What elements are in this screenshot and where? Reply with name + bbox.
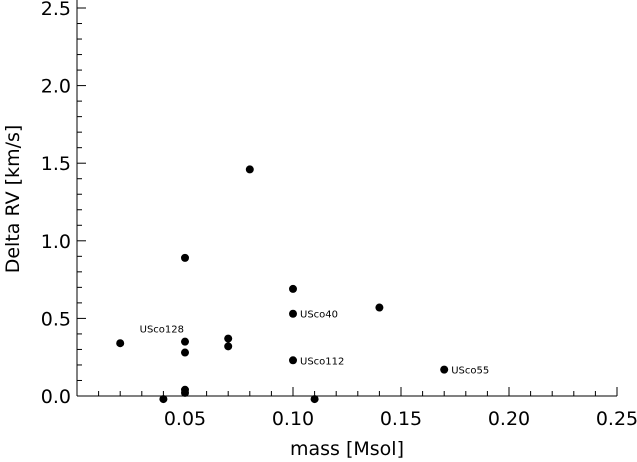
x-tick-label: 0.25 — [596, 408, 637, 430]
y-tick-label: 0.5 — [41, 308, 71, 330]
y-tick-label: 1.0 — [41, 231, 71, 253]
point-label: USco128 — [140, 325, 184, 336]
data-point — [181, 337, 189, 346]
y-axis-title: Delta RV [km/s] — [2, 125, 24, 274]
axes-frame — [76, 0, 617, 397]
data-point — [224, 342, 233, 351]
y-tick-label: 2.5 — [41, 0, 71, 20]
point-labels: USco128 USco40 USco112 USco55 — [140, 310, 490, 377]
data-point — [181, 253, 189, 262]
x-ticks: 0.05 0.10 0.15 0.20 0.25 — [98, 387, 637, 430]
data-point — [181, 388, 189, 397]
data-point — [224, 334, 233, 343]
data-point — [289, 309, 297, 318]
x-axis-title: mass [Msol] — [290, 438, 404, 460]
data-point — [181, 348, 189, 357]
y-ticks: 0.0 0.5 1.0 1.5 2.0 2.5 — [41, 0, 86, 408]
x-tick-label: 0.05 — [164, 408, 206, 430]
x-tick-label: 0.15 — [380, 408, 422, 430]
data-point — [289, 284, 297, 293]
x-tick-label: 0.20 — [488, 408, 530, 430]
point-label: USco40 — [300, 310, 338, 321]
data-point — [310, 395, 319, 404]
data-point — [289, 356, 297, 365]
data-point — [159, 395, 168, 404]
y-tick-label: 1.5 — [41, 153, 71, 175]
data-point — [440, 365, 449, 374]
point-label: USco112 — [300, 356, 344, 367]
x-tick-label: 0.10 — [272, 408, 314, 430]
point-label: USco55 — [451, 366, 489, 377]
y-tick-label: 2.0 — [41, 76, 71, 98]
y-tick-label: 0.0 — [41, 386, 71, 408]
data-point — [375, 303, 384, 312]
data-point — [245, 165, 254, 174]
data-points — [116, 165, 449, 404]
data-point — [116, 339, 125, 348]
